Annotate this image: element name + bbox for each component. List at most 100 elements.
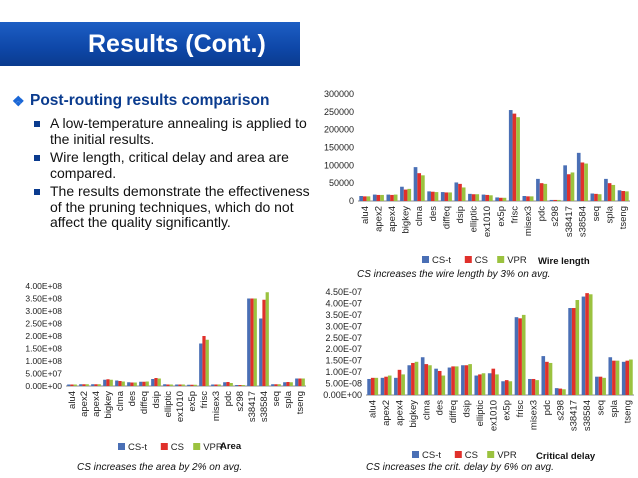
bar-vpr-frisc bbox=[516, 117, 520, 201]
bar-vpr-dsip bbox=[461, 187, 466, 201]
bar-cs-t-tseng bbox=[295, 378, 299, 386]
bar-cs-apex2 bbox=[376, 194, 381, 201]
y-tick-label: 3.50E-07 bbox=[325, 310, 362, 320]
category-label: s298 bbox=[550, 206, 561, 227]
bar-cs-s298 bbox=[553, 199, 558, 201]
bar-cs-s38417 bbox=[571, 308, 576, 395]
category-label: alu4 bbox=[360, 206, 371, 224]
category-label: s38417 bbox=[569, 400, 580, 431]
category-label: ex5p bbox=[187, 391, 198, 412]
bar-cs-t-frisc bbox=[508, 110, 513, 201]
legend-label: VPR bbox=[203, 442, 223, 453]
bar-cs-apex4 bbox=[390, 194, 394, 201]
category-label: misex3 bbox=[523, 206, 534, 236]
legend-label: VPR bbox=[507, 255, 527, 266]
legend-swatch bbox=[160, 443, 168, 450]
bar-vpr-alu4 bbox=[366, 196, 371, 201]
category-label: apex4 bbox=[395, 400, 406, 426]
bar-cs-seq bbox=[274, 384, 278, 386]
bar-cs-t-pdc bbox=[223, 382, 227, 386]
bar-cs-s38584 bbox=[580, 162, 585, 201]
bar-cs-frisc bbox=[512, 113, 517, 201]
category-label: apex4 bbox=[387, 206, 398, 232]
sub-bullet-text: The results demonstrate the effectivenes… bbox=[50, 183, 310, 230]
bar-cs-ex1010 bbox=[491, 368, 496, 395]
bar-cs-apex2 bbox=[384, 376, 388, 395]
bar-cs-t-ex1010 bbox=[175, 384, 179, 386]
category-label: apex4 bbox=[91, 391, 102, 417]
y-tick-label: 0.00E+00 bbox=[25, 381, 62, 391]
legend-swatch bbox=[422, 256, 429, 263]
category-label: pdc bbox=[537, 206, 548, 222]
bar-cs-elliptic bbox=[471, 194, 476, 201]
bar-cs-clma bbox=[417, 173, 422, 201]
bar-cs-ex5p bbox=[498, 197, 503, 201]
category-label: apex2 bbox=[79, 391, 90, 417]
category-label: clma bbox=[115, 390, 126, 411]
bar-cs-t-frisc bbox=[199, 343, 203, 386]
bar-cs-des bbox=[130, 382, 134, 386]
bar-cs-ex1010 bbox=[485, 194, 490, 201]
bar-cs-t-apex4 bbox=[394, 377, 398, 395]
bar-vpr-ex5p bbox=[193, 384, 197, 386]
category-label: ex1010 bbox=[488, 400, 499, 431]
y-tick-label: 0.00E+00 bbox=[323, 390, 362, 400]
category-label: elliptic bbox=[469, 206, 480, 233]
bar-cs-t-seq bbox=[271, 384, 275, 386]
bar-vpr-clma bbox=[121, 381, 125, 386]
category-label: clma bbox=[414, 205, 425, 226]
legend-label: CS bbox=[465, 450, 478, 461]
category-label: s298 bbox=[235, 391, 246, 412]
bar-vpr-apex4 bbox=[401, 374, 405, 395]
bar-cs-t-elliptic bbox=[163, 384, 167, 386]
bar-cs-dsip bbox=[464, 365, 469, 395]
category-label: diffeq bbox=[441, 206, 452, 229]
bar-vpr-apex2 bbox=[387, 375, 392, 395]
category-label: dsip bbox=[455, 206, 466, 223]
bar-cs-t-apex2 bbox=[380, 377, 385, 395]
bar-vpr-s38417 bbox=[570, 172, 575, 201]
bar-cs-t-s38584 bbox=[259, 318, 263, 386]
legend-label: VPR bbox=[497, 450, 517, 461]
bar-cs-t-des bbox=[434, 368, 438, 395]
bar-vpr-bigkey bbox=[414, 361, 419, 395]
bar-cs-s298 bbox=[238, 385, 242, 386]
bar-cs-t-s38417 bbox=[563, 165, 567, 201]
bar-vpr-ex5p bbox=[508, 381, 513, 395]
bar-vpr-dsip bbox=[157, 378, 161, 386]
legend-label: CS-t bbox=[432, 255, 451, 266]
bar-cs-t-bigkey bbox=[103, 379, 107, 386]
bar-cs-t-ex5p bbox=[187, 384, 191, 386]
bar-cs-dsip bbox=[458, 183, 462, 201]
bar-cs-t-dsip bbox=[151, 379, 155, 386]
chart-title: Critical delay bbox=[536, 451, 596, 462]
bar-cs-t-bigkey bbox=[407, 365, 412, 395]
y-tick-label: 250000 bbox=[324, 107, 354, 117]
bar-cs-t-seq bbox=[595, 376, 599, 395]
bar-vpr-seq bbox=[277, 384, 281, 386]
bar-cs-s38584 bbox=[585, 293, 589, 395]
bar-cs-spla bbox=[612, 360, 616, 395]
bar-cs-t-s38417 bbox=[568, 308, 572, 395]
slide-title: Results (Cont.) bbox=[88, 30, 266, 58]
bar-cs-t-tseng bbox=[621, 361, 626, 395]
category-label: s38417 bbox=[247, 391, 258, 422]
bar-vpr-clma bbox=[421, 175, 425, 201]
chart-title: Wire length bbox=[538, 256, 590, 267]
bar-cs-t-bigkey bbox=[400, 186, 404, 201]
category-label: ex1010 bbox=[175, 391, 186, 422]
bar-vpr-ex1010 bbox=[489, 195, 493, 201]
y-tick-label: 100000 bbox=[324, 160, 354, 170]
main-bullet: ❖ Post-routing results comparison bbox=[12, 92, 312, 110]
bar-cs-t-diffeq bbox=[139, 381, 143, 386]
bar-cs-frisc bbox=[202, 336, 206, 386]
y-tick-label: 1.50E+08 bbox=[25, 344, 62, 354]
bar-cs-apex4 bbox=[397, 369, 402, 395]
y-tick-label: 50000 bbox=[329, 178, 354, 188]
bar-cs-t-s38417 bbox=[247, 298, 251, 386]
y-tick-label: 3.00E+08 bbox=[25, 306, 62, 316]
bar-vpr-dsip bbox=[468, 364, 472, 395]
bar-vpr-misex3 bbox=[529, 196, 534, 201]
category-label: diffeq bbox=[139, 391, 150, 414]
category-label: tseng bbox=[622, 400, 633, 423]
